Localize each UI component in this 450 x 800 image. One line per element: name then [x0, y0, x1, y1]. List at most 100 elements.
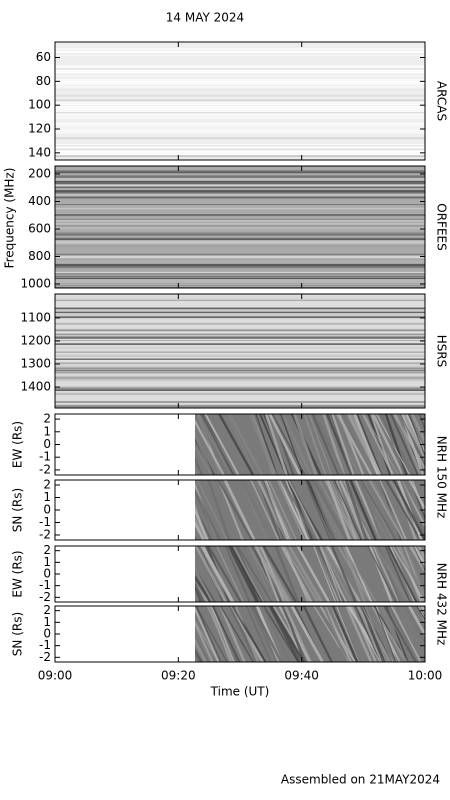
- image-streak: [296, 546, 330, 602]
- image-streak: [55, 367, 425, 368]
- image-streak: [55, 78, 425, 82]
- image-streak: [274, 546, 300, 602]
- image-streak: [310, 480, 344, 540]
- image-streak: [164, 480, 187, 540]
- image-streak: [195, 566, 213, 602]
- image-streak: [388, 606, 420, 662]
- image-streak: [55, 273, 425, 277]
- image-streak: [396, 546, 424, 602]
- y-tick-label: -1: [39, 638, 51, 652]
- image-streak: [55, 215, 425, 218]
- image-streak: [55, 278, 425, 281]
- spectrum-image: [155, 606, 425, 662]
- image-streak: [55, 94, 425, 97]
- image-streak: [55, 240, 425, 243]
- image-streak: [282, 480, 316, 540]
- y-tick-label: 1000: [20, 277, 51, 291]
- image-streak: [55, 68, 425, 70]
- image-streak: [311, 414, 340, 475]
- image-streak: [259, 414, 287, 475]
- image-streak: [55, 55, 425, 56]
- image-streak: [55, 148, 425, 151]
- image-streak: [55, 242, 425, 244]
- image-streak: [331, 606, 359, 662]
- image-streak: [195, 432, 214, 475]
- image-streak: [55, 181, 425, 184]
- y-tick-label: 1400: [20, 380, 51, 394]
- image-streak: [55, 282, 425, 285]
- image-streak: [55, 126, 425, 127]
- image-streak: [55, 333, 425, 335]
- x-tick-label: 09:00: [38, 669, 73, 683]
- image-streak: [55, 371, 425, 374]
- image-streak: [55, 190, 425, 192]
- image-streak: [55, 220, 425, 222]
- image-streak: [159, 546, 180, 602]
- image-streak: [228, 414, 264, 475]
- image-streak: [283, 606, 312, 662]
- image-streak: [290, 606, 324, 662]
- y-axis-label: Frequency (MHz): [3, 168, 17, 269]
- image-streak: [390, 606, 422, 662]
- image-streak: [55, 180, 425, 181]
- image-streak: [55, 178, 425, 181]
- image-streak: [248, 414, 278, 475]
- image-streak: [55, 232, 425, 234]
- image-streak: [155, 606, 185, 662]
- image-streak: [195, 606, 228, 662]
- image-streak: [195, 456, 203, 475]
- image-streak: [217, 480, 254, 540]
- y-tick-label: 1300: [20, 357, 51, 371]
- image-streak: [409, 480, 425, 510]
- x-tick-label: 09:40: [284, 669, 319, 683]
- image-streak: [55, 281, 425, 283]
- spectrum-image: [55, 42, 425, 160]
- image-streak: [157, 414, 188, 475]
- image-streak: [55, 295, 425, 297]
- image-streak: [285, 480, 309, 540]
- y-tick-label: -2: [39, 650, 51, 664]
- image-streak: [387, 546, 418, 602]
- image-streak: [418, 546, 425, 564]
- image-streak: [204, 414, 240, 475]
- image-streak: [55, 103, 425, 106]
- image-streak: [55, 223, 425, 226]
- image-streak: [55, 296, 425, 299]
- image-streak: [262, 606, 291, 662]
- image-streak: [245, 606, 272, 662]
- image-streak: [157, 414, 187, 475]
- image-streak: [329, 480, 360, 540]
- image-streak: [195, 546, 227, 602]
- image-streak: [55, 276, 425, 278]
- image-streak: [55, 191, 425, 194]
- image-streak: [403, 414, 425, 461]
- image-streak: [55, 186, 425, 188]
- image-streak: [195, 487, 222, 540]
- image-streak: [313, 546, 337, 602]
- image-streak: [164, 606, 190, 662]
- image-streak: [166, 480, 195, 540]
- image-streak: [55, 66, 425, 69]
- image-streak: [211, 606, 241, 662]
- image-streak: [55, 389, 425, 391]
- image-streak: [55, 358, 425, 360]
- image-streak: [268, 606, 301, 662]
- image-streak: [55, 343, 425, 345]
- image-streak: [55, 328, 425, 331]
- image-streak: [195, 468, 199, 475]
- image-streak: [228, 606, 258, 662]
- image-streak: [55, 266, 425, 269]
- image-streak: [363, 414, 399, 475]
- image-streak: [55, 82, 425, 85]
- image-streak: [55, 207, 425, 210]
- image-streak: [330, 606, 355, 662]
- y-tick-label: 1100: [20, 310, 51, 324]
- y-tick-label: 0: [43, 503, 51, 517]
- image-streak: [55, 312, 425, 315]
- image-streak: [55, 138, 425, 140]
- image-streak: [319, 606, 356, 662]
- image-streak: [55, 153, 425, 155]
- image-streak: [55, 243, 425, 246]
- image-streak: [55, 92, 425, 95]
